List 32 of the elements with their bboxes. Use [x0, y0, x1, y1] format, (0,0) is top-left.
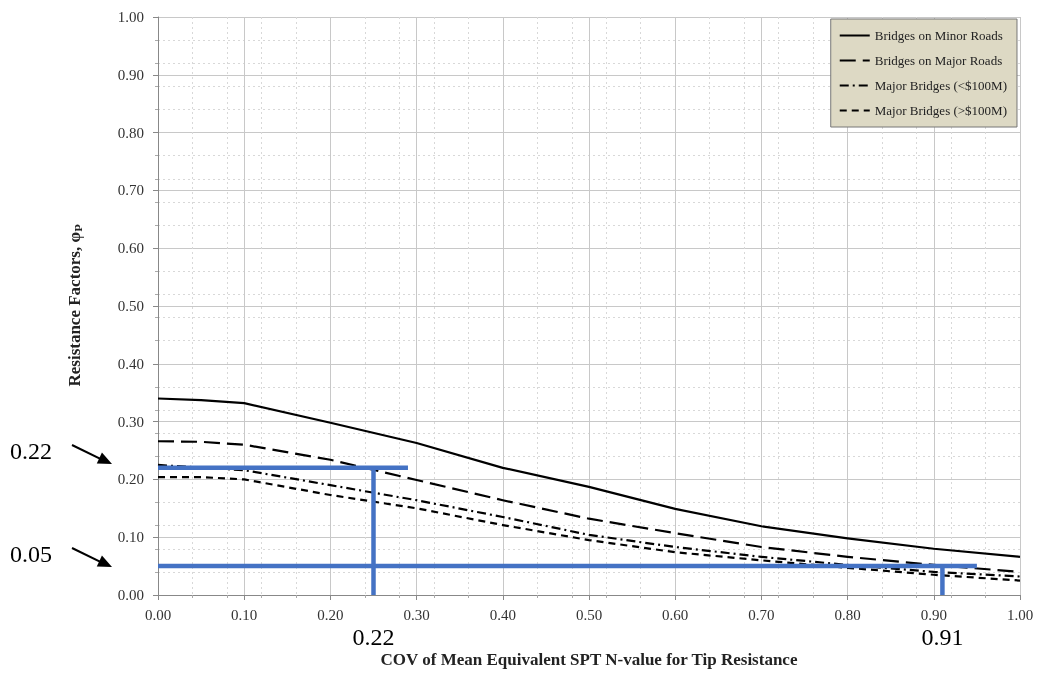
x-tick-label: 0.00: [144, 606, 172, 623]
x-tick-label: 0.30: [403, 606, 430, 623]
x-tick-label: 0.80: [834, 606, 861, 623]
y-tick-label: 0.30: [117, 413, 144, 430]
legend-label: Major Bridges (>$100M): [874, 103, 1008, 118]
text: 0.22: [10, 438, 52, 464]
y-tick-label: 0.00: [117, 587, 144, 603]
y-tick-label: 0.20: [117, 471, 144, 488]
text: 0.05: [10, 541, 52, 567]
x-tick-label: 0.50: [575, 606, 603, 623]
x-tick-label: 0.90: [920, 606, 947, 623]
annotation: 0.91: [921, 624, 964, 650]
legend-label: Bridges on Minor Roads: [874, 28, 1003, 43]
x-tick-label: 0.40: [489, 606, 516, 623]
legend-label: Major Bridges (<$100M): [874, 78, 1008, 93]
y-axis-title: Resistance Factors, φₚ: [65, 223, 84, 387]
x-tick-label: 0.20: [317, 606, 344, 623]
annotation: 0.22: [352, 624, 395, 650]
y-tick-label: 1.00: [117, 9, 144, 25]
y-tick-label: 0.90: [117, 66, 144, 83]
x-tick-label: 1.00: [1006, 606, 1034, 623]
legend-label: Bridges on Major Roads: [874, 53, 1003, 68]
y-tick-label: 0.50: [117, 298, 144, 314]
x-tick-label: 0.60: [662, 606, 689, 623]
x-tick-label: 0.70: [748, 606, 775, 623]
x-tick-label: 0.10: [231, 606, 258, 623]
y-tick-label: 0.40: [117, 355, 144, 372]
y-tick-label: 0.70: [117, 182, 144, 199]
y-tick-label: 0.80: [117, 124, 144, 141]
x-axis-title: COV of Mean Equivalent SPT N-value for Tip Resistance: [380, 650, 798, 669]
y-tick-label: 0.60: [117, 240, 144, 257]
y-tick-label: 0.10: [117, 529, 144, 546]
